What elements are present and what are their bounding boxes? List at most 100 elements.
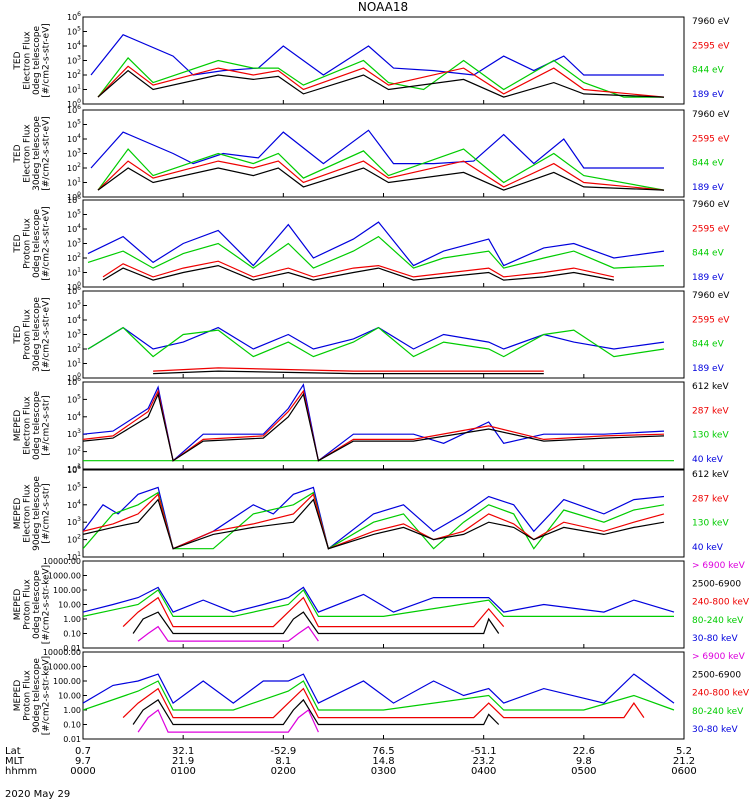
series-line [83,586,675,613]
legend-label: 2595 eV [692,224,730,234]
y-axis-label: MEPEDProton Flux90deg telescope[#/cm2-s-… [13,656,52,735]
series-line [83,680,675,711]
legend-label: 40 keV [692,543,724,553]
y-tick-label: 1.00 [63,706,81,715]
x-tick-label: 9.8 [576,756,592,767]
panels-group: 100 101 102 103 104 105 106 TEDElectron Flux0de… [13,11,750,744]
y-tick-label: 104 [67,133,81,144]
legend-label: 30-80 keV [692,634,738,644]
panel-2: 100 101 102 103 104 105 106 TEDElectron Flux30d… [13,104,730,202]
series-line [87,326,665,358]
date-label: 2020 May 29 [5,789,70,800]
y-tick-label: 100.00 [53,586,81,595]
x-tick-label: 21.2 [673,756,695,767]
legend-label: 80-240 keV [692,616,744,626]
y-tick-label: 100.00 [53,677,81,686]
series-line [87,221,665,267]
plot-frame [82,199,685,288]
series-line [97,65,665,98]
y-tick-label: 106 [67,464,81,475]
series-line [83,498,665,550]
panel-5: 101 102 103 104 105 106 MEPEDElectron Flux0deg… [13,376,729,474]
series-line [122,596,505,628]
legend-label: 2595 eV [692,134,730,144]
y-tick-label: 0.10 [63,630,81,639]
series-group [83,673,675,733]
plot-frame [82,290,685,379]
x-tick-label: 23.2 [473,756,495,767]
x-row-label: hhmm [5,766,37,777]
y-tick-label: 106 [67,376,81,387]
series-group [83,383,674,462]
legend-label: 612 keV [692,382,729,392]
y-tick-label: 0.10 [63,721,81,730]
legend-label: 2595 eV [692,41,730,51]
x-tick-label: 76.5 [372,746,394,757]
x-tick-label: -52.9 [270,746,296,757]
y-tick-label: 101 [67,551,81,562]
y-tick-label: 105 [67,26,81,37]
legend-label: 240-800 keV [692,689,750,699]
x-tick-label: 5.2 [676,746,692,757]
series-line [132,611,500,635]
x-row-label: Lat [5,746,21,757]
series-line [137,709,319,733]
legend-label: 189 eV [692,183,725,193]
series-line [132,698,500,726]
panel-3: 100 101 102 103 104 105 106 TEDProton Flux0deg … [13,194,730,292]
y-tick-label: 101 [67,267,81,278]
y-tick-label: 102 [67,343,81,354]
y-axis-label: MEPEDElectron Flux0deg telescope[#/cm2-s… [13,391,52,461]
y-tick-label: 10000.00 [43,557,81,566]
x-tick-label: 14.8 [372,756,394,767]
y-tick-label: 105 [67,393,81,404]
y-tick-label: 106 [67,11,81,22]
legend-label: 2595 eV [692,315,730,325]
series-line [153,367,544,372]
series-line [97,148,665,191]
plot-frame [82,381,685,470]
y-tick-label: 102 [67,69,81,80]
series-line [97,56,664,98]
panel-7: 0.01 0.10 1.00 10.00 100.00 1000.00 10000.00ME… [13,557,750,653]
legend-label: 7960 eV [692,110,730,120]
series-line [102,260,615,278]
series-line [97,69,665,98]
panel-1: 100 101 102 103 104 105 106 TEDElectron Flux0de… [13,11,730,109]
y-tick-label: 104 [67,314,81,325]
panel-8: 0.01 0.10 1.00 10.00 100.00 1000.00 10000.00ME… [13,648,750,744]
y-tick-label: 102 [67,534,81,545]
y-tick-label: 100 [67,281,81,292]
y-axis-label: TEDProton Flux30deg telescope[#/cm2-s-st… [13,297,52,372]
series-line [87,326,665,350]
series-line [153,370,544,375]
legend-label: 189 eV [692,364,725,374]
legend-label: 80-240 keV [692,707,744,717]
x-tick-label: 0500 [571,766,596,777]
panel-6: 101 102 103 104 105 106 MEPEDElectron Flux90de… [13,464,729,562]
y-tick-label: 106 [67,104,81,115]
series-line [83,389,665,462]
x-tick-label: 8.1 [275,756,291,767]
x-tick-label: 21.9 [172,756,194,767]
x-tick-label: 0600 [671,766,696,777]
series-line [90,129,664,169]
y-tick-label: 103 [67,329,81,340]
x-tick-label: 9.7 [75,756,91,767]
y-tick-label: 0.01 [63,735,81,744]
y-tick-label: 102 [67,252,81,263]
legend-label: 844 eV [692,249,725,259]
x-tick-label: 32.1 [172,746,194,757]
series-line [122,687,645,719]
legend-label: 844 eV [692,66,725,76]
x-tick-label: 0400 [471,766,496,777]
legend-label: 130 keV [692,519,729,529]
y-tick-label: 103 [67,428,81,439]
x-tick-label: 22.6 [573,746,595,757]
y-tick-label: 102 [67,446,81,457]
series-group [87,326,665,375]
legend-label: 240-800 keV [692,598,750,608]
y-tick-label: 103 [67,516,81,527]
y-tick-label: 101 [67,463,81,474]
